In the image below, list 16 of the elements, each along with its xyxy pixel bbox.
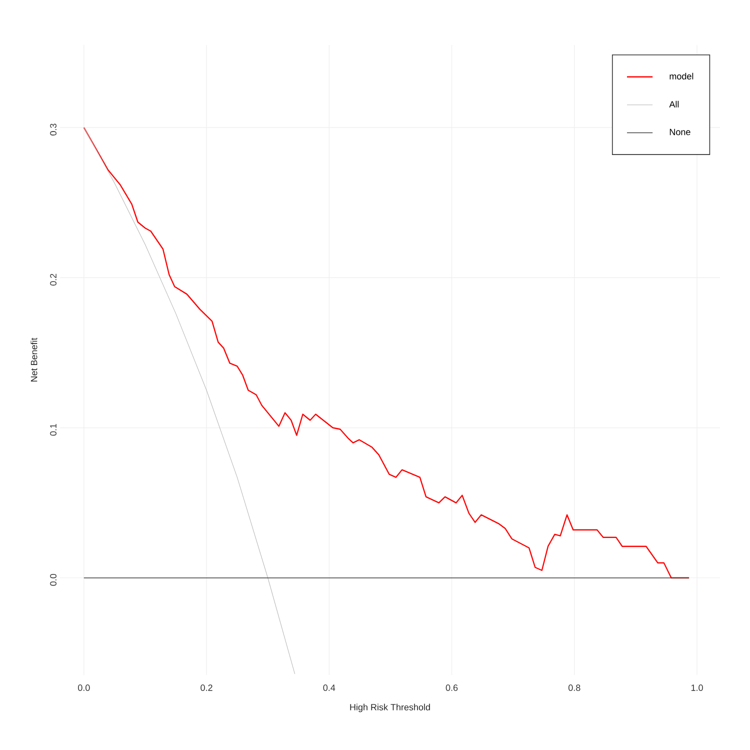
line-series (84, 127, 296, 674)
y-tick-label: 0.2 (50, 274, 56, 286)
y-axis-title: Net Benefit (30, 338, 38, 382)
y-tick-label: 0.0 (50, 574, 56, 586)
x-tick-label: 0.2 (200, 684, 212, 691)
x-tick-label: 0.8 (568, 684, 580, 691)
legend-label: All (669, 100, 679, 108)
x-tick-label: 0.0 (78, 684, 90, 691)
y-tick-label: 0.1 (50, 424, 56, 436)
legend-label: None (670, 128, 690, 136)
x-tick-label: 0.4 (323, 684, 336, 691)
x-tick-label: 0.6 (446, 684, 458, 691)
y-tick-label: 0.3 (50, 124, 56, 136)
x-axis-title: High Risk Threshold (350, 704, 430, 712)
x-tick-label: 1.0 (691, 684, 703, 691)
legend-label: model (670, 72, 694, 80)
